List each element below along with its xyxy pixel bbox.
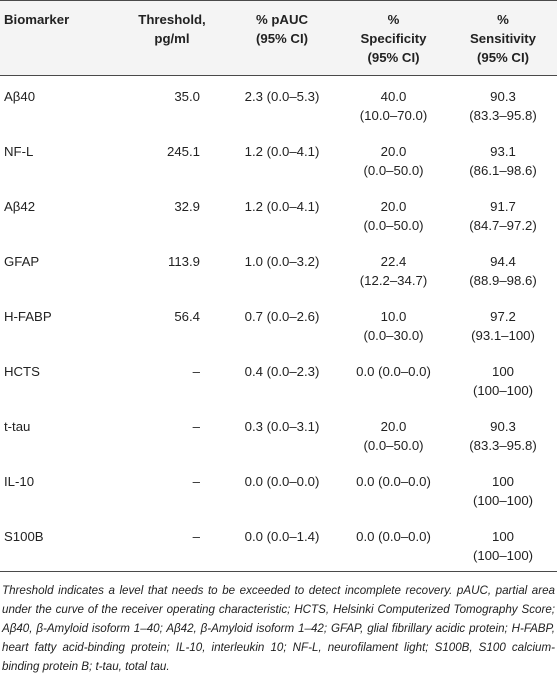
biomarker-table: Biomarker Threshold, pg/ml % pAUC (95% C…	[0, 0, 557, 572]
table-row: Aβ42 32.9 1.2 (0.0–4.1) 20.0 (0.0–50.0) 91.7(…	[0, 186, 557, 241]
cell-sensitivity: 90.3 (83.3–95.8)	[469, 419, 537, 453]
cell-specificity: 20.0 (0.0–50.0)	[363, 199, 424, 233]
cell-sensitivity: 100 (100–100)	[449, 516, 557, 572]
header-specificity: % Specificity (95% CI)	[338, 0, 449, 76]
table-row: S100B –0.0 (0.0–1.4) 0.0 (0.0–0.0) 100 (100–…	[0, 516, 557, 572]
cell-biomarker: Aβ40	[4, 89, 36, 104]
cell-threshold: 113.9	[167, 254, 200, 269]
cell-specificity: 40.0 (10.0–70.0)	[359, 89, 428, 123]
cell-biomarker: NF-L	[4, 144, 34, 159]
cell-sensitivity: 97.2 (93.1–100)	[471, 309, 535, 343]
footnote-text: Threshold indicates a level that needs t…	[2, 584, 555, 673]
cell-specificity: 10.0 (0.0–30.0)	[363, 309, 424, 343]
cell-specificity: 0.0 (0.0–0.0)	[356, 474, 431, 489]
header-pauc: % pAUC (95% CI)	[226, 0, 338, 76]
table-row: IL-10 – 0.0 (0.0–0.0) 0.0 (0.0–0.0) 100 (100–…	[0, 461, 557, 516]
cell-sensitivity: 100 (100–100)	[472, 364, 534, 398]
cell-biomarker: HCTS	[4, 364, 40, 379]
cell-pauc: 0.7 (0.0–2.6)	[244, 309, 320, 324]
cell-pauc: 1.2 (0.0–4.1)	[244, 199, 320, 214]
table-row: H-FABP 56.4 0.7 (0.0–2.6) 10.0 (0.0–30.0) 97.…	[0, 296, 557, 351]
cell-specificity: 22.4 (12.2–34.7)	[359, 254, 428, 288]
cell-pauc: 1.0 (0.0–3.2)	[244, 254, 320, 269]
header-threshold: Threshold, pg/ml	[118, 0, 226, 76]
cell-sensitivity: 93.1 (86.1–98.6)	[469, 144, 537, 178]
cell-pauc: 0.3 (0.0–3.1)	[244, 419, 320, 434]
cell-threshold: –	[118, 516, 226, 572]
cell-specificity: 20.0 (0.0–50.0)	[363, 419, 424, 453]
table-row: NF-L 245.1 1.2 (0.0–4.1) 20.0 (0.0–50.0) 93.1…	[0, 131, 557, 186]
cell-biomarker: GFAP	[4, 254, 40, 269]
cell-threshold: 56.4	[174, 309, 200, 324]
table-header-row: Biomarker Threshold, pg/ml % pAUC (95% C…	[0, 0, 557, 76]
cell-biomarker: S100B	[0, 516, 118, 572]
cell-sensitivity: 100 (100–100)	[472, 474, 534, 508]
header-sensitivity: % Sensitivity (95% CI)	[449, 0, 557, 76]
table-row: t-tau – 0.3 (0.0–3.1) 20.0 (0.0–50.0) 90.3 (83…	[0, 406, 557, 461]
cell-threshold: 35.0	[174, 89, 200, 104]
cell-threshold: 245.1	[166, 144, 200, 159]
cell-threshold: –	[192, 364, 200, 379]
cell-biomarker: IL-10	[4, 474, 35, 489]
cell-biomarker: H-FABP	[4, 309, 52, 324]
cell-pauc: 1.2 (0.0–4.1)	[244, 144, 320, 159]
cell-pauc: 0.0 (0.0–0.0)	[244, 474, 320, 489]
cell-sensitivity: 94.4 (88.9–98.6)	[469, 254, 537, 288]
cell-pauc: 2.3 (0.0–5.3)	[244, 89, 320, 104]
cell-biomarker: t-tau	[4, 419, 31, 434]
cell-biomarker: Aβ42	[4, 199, 36, 214]
table-footnote: Threshold indicates a level that needs t…	[0, 572, 557, 676]
table-row: HCTS – 0.4 (0.0–2.3) 0.0 (0.0–0.0) 100 (100–1…	[0, 351, 557, 406]
cell-sensitivity: 90.3 (83.3–95.8)	[469, 89, 537, 123]
table-row: Aβ40 35.0 2.3 (0.0–5.3) 40.0 (10.0–70.0) 90.3…	[0, 76, 557, 132]
cell-specificity: 0.0 (0.0–0.0)	[356, 364, 431, 379]
cell-pauc: 0.0 (0.0–1.4)	[226, 516, 338, 572]
header-biomarker: Biomarker	[0, 0, 118, 76]
cell-specificity: 0.0 (0.0–0.0)	[338, 516, 449, 572]
cell-pauc: 0.4 (0.0–2.3)	[244, 364, 320, 379]
cell-threshold: 32.9	[174, 199, 200, 214]
cell-specificity: 20.0 (0.0–50.0)	[363, 144, 424, 178]
table-row: GFAP 113.9 1.0 (0.0–3.2) 22.4 (12.2–34.7) 94.…	[0, 241, 557, 296]
cell-threshold: –	[192, 419, 200, 434]
cell-sensitivity: 91.7 (84.7–97.2)	[469, 199, 537, 233]
cell-threshold: –	[192, 474, 200, 489]
